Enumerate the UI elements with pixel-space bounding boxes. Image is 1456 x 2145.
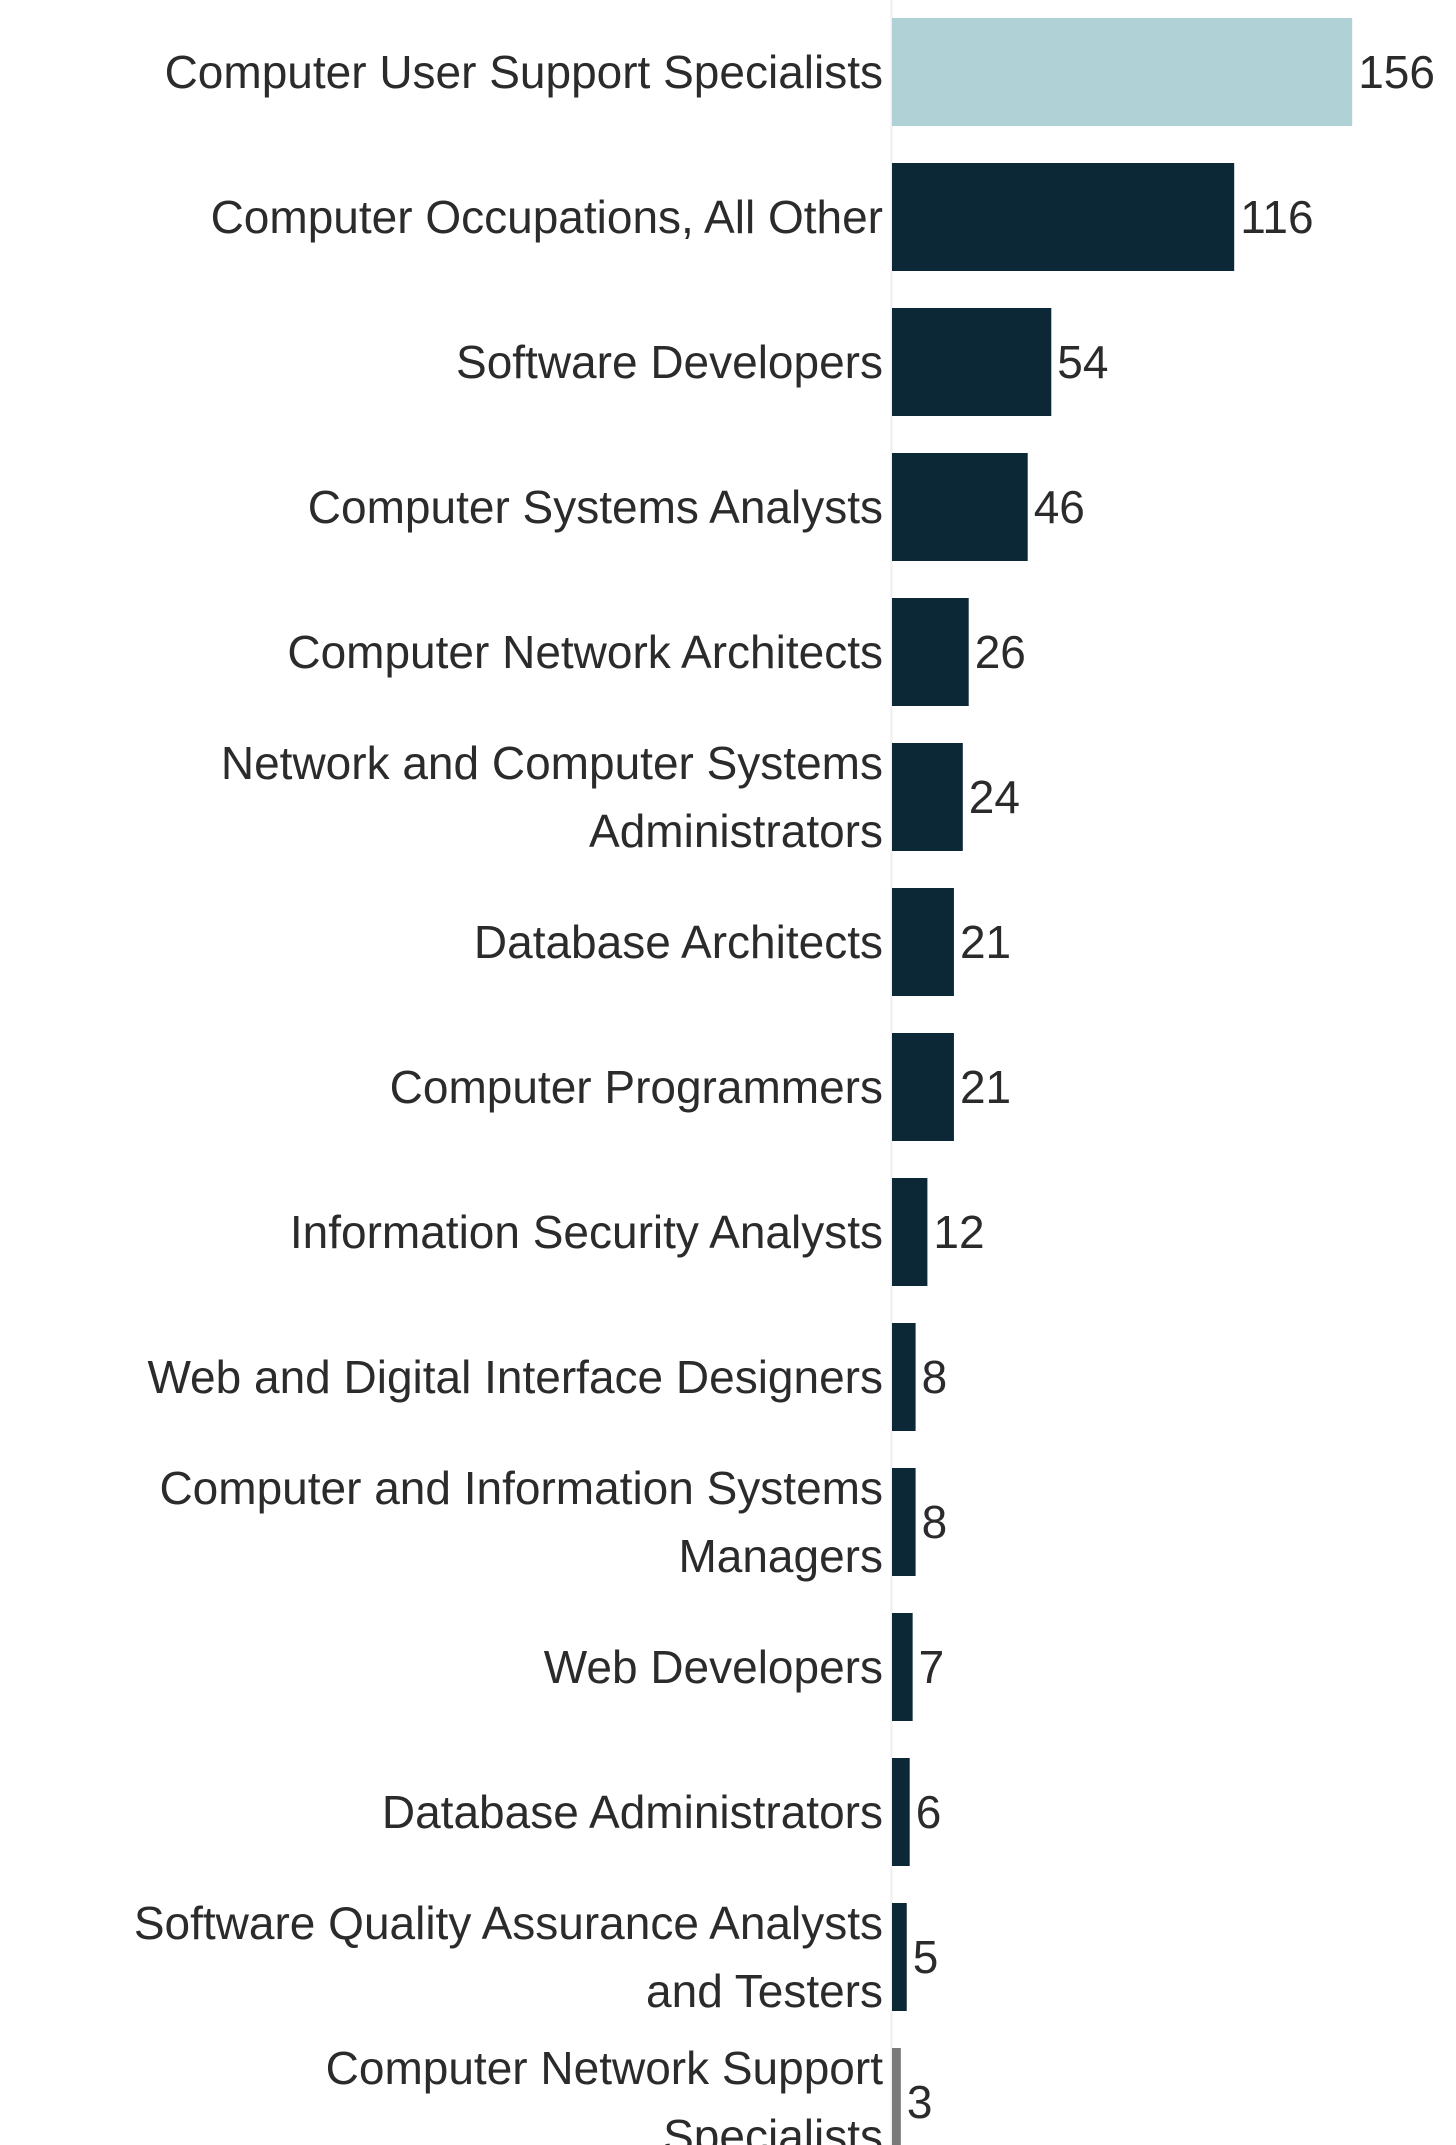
- bar: [892, 1033, 954, 1141]
- category-label: Database Architects: [474, 916, 883, 968]
- bar: [892, 163, 1235, 271]
- category-label: Managers: [678, 1530, 883, 1582]
- category-label: and Testers: [646, 1965, 883, 2017]
- category-label: Computer and Information Systems: [159, 1462, 883, 1514]
- category-label: Computer Network Architects: [287, 626, 883, 678]
- value-label: 21: [960, 1061, 1011, 1113]
- category-label: Web and Digital Interface Designers: [147, 1351, 883, 1403]
- bar: [892, 888, 954, 996]
- category-label: Computer User Support Specialists: [165, 46, 883, 98]
- bar: [892, 1178, 928, 1286]
- value-label: 8: [922, 1351, 948, 1403]
- value-label: 7: [919, 1641, 945, 1693]
- category-label: Information Security Analysts: [290, 1206, 883, 1258]
- category-label: Specialists: [663, 2110, 883, 2145]
- category-label: Database Administrators: [382, 1786, 883, 1838]
- category-label: Software Developers: [456, 336, 883, 388]
- category-label: Computer Occupations, All Other: [211, 191, 883, 243]
- value-label: 3: [907, 2076, 933, 2128]
- bars-group: [892, 18, 1353, 2145]
- bar: [892, 18, 1353, 126]
- bar: [892, 2048, 901, 2145]
- bar: [892, 1758, 910, 1866]
- value-label: 5: [913, 1931, 939, 1983]
- bar: [892, 1468, 916, 1576]
- category-label: Computer Network Support: [326, 2042, 884, 2094]
- bar: [892, 453, 1028, 561]
- category-label: Computer Programmers: [390, 1061, 883, 1113]
- category-label: Web Developers: [544, 1641, 883, 1693]
- category-label: Software Quality Assurance Analysts: [134, 1897, 883, 1949]
- value-label: 26: [975, 626, 1026, 678]
- value-label: 12: [933, 1206, 984, 1258]
- value-label: 8: [922, 1496, 948, 1548]
- category-label: Computer Systems Analysts: [308, 481, 883, 533]
- value-label: 24: [969, 771, 1020, 823]
- value-label: 156: [1358, 46, 1435, 98]
- value-label: 6: [916, 1786, 942, 1838]
- value-label: 116: [1240, 191, 1313, 243]
- value-labels-group: 156 116 54 46 26 24 21 21 12 8 8 7 6 5 3: [907, 46, 1435, 2128]
- value-label: 46: [1034, 481, 1085, 533]
- bar: [892, 308, 1052, 416]
- bar: [892, 743, 963, 851]
- value-label: 21: [960, 916, 1011, 968]
- bar: [892, 1323, 916, 1431]
- bar: [892, 1903, 907, 2011]
- bar: [892, 1613, 913, 1721]
- value-label: 54: [1057, 336, 1108, 388]
- bar: [892, 598, 969, 706]
- category-labels-group: Computer User Support Specialists Compute…: [134, 46, 883, 2145]
- category-label: Network and Computer Systems: [221, 737, 883, 789]
- category-label: Administrators: [589, 805, 883, 857]
